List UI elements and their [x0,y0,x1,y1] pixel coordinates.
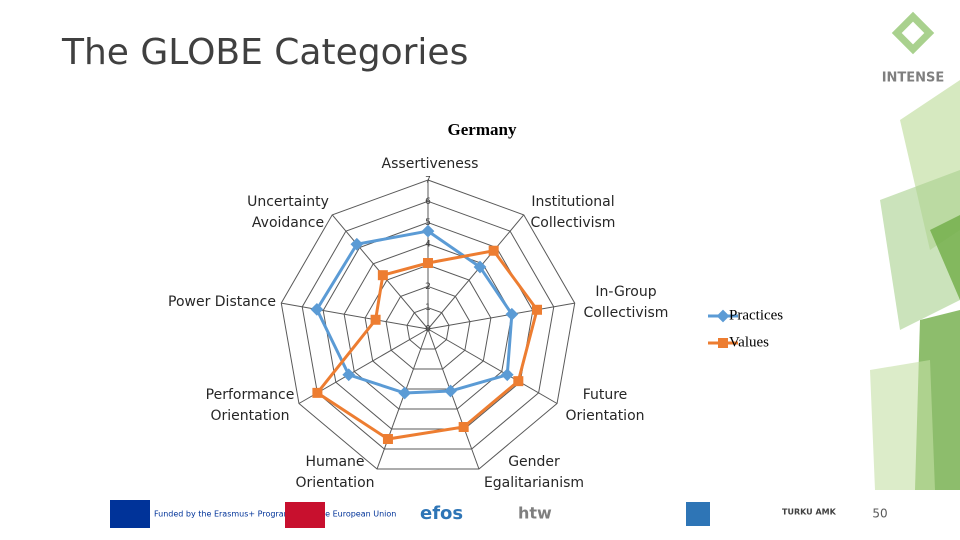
category-label: Future Orientation [565,387,644,424]
category-label: Power Distance [168,294,276,310]
data-point [473,260,487,274]
series-line [315,249,539,441]
category-label: Institutional Collectivism [531,194,616,231]
tick-label: 4 [425,239,431,249]
grid-line [301,200,555,450]
axis-spoke [281,302,429,330]
grid-line [385,285,471,370]
slide-title: The GLOBE Categories [61,32,468,73]
footer: Funded by the Erasmus+ Programme of the … [110,500,888,528]
axis-spoke [376,328,429,470]
category-label: In-Group Collectivism [584,284,669,321]
category-label: Assertiveness [382,156,479,172]
data-point [716,309,730,323]
data-point [718,338,728,348]
tick-label: 0 [425,325,431,335]
footer-text: Funded by the Erasmus+ Programme of the … [154,510,396,519]
logo: INTENSE [882,71,945,86]
data-point [370,314,381,325]
axis-spoke [427,214,525,330]
data-point [505,307,519,321]
data-point [377,270,388,281]
tick-label: 2 [425,282,431,292]
legend-label: Practices [729,307,783,323]
tick-label: 5 [425,218,431,228]
category-label: Gender Egalitarianism [484,454,584,491]
category-label: Uncertainty Avoidance [247,194,329,231]
chart-title: Germany [448,120,517,139]
radar-chart: 01234567AssertivenessInstitutionalCollec… [168,156,783,491]
axis-spoke [427,328,480,470]
tick-label: 6 [425,197,431,207]
data-point [488,245,499,256]
data-point [532,304,543,315]
series-line [315,229,514,395]
data-point [312,387,323,398]
grid-line [343,243,513,410]
category-label: Performance Orientation [206,387,295,424]
data-point [513,376,524,387]
tick-label: 1 [425,303,431,313]
grid-line [364,264,492,390]
axis-spoke [427,328,558,404]
category-label: Humane Orientation [295,454,374,491]
data-point [342,368,356,382]
footer-text: TURKU AMK [782,508,837,517]
grid-line [406,307,450,350]
data-point [421,224,435,238]
data-point [350,237,364,251]
data-point [382,434,393,445]
data-point [423,258,433,269]
footer-text: htw [518,504,552,523]
footer-text: efos [420,503,463,524]
tick-label: 7 [425,176,431,186]
legend-label: Values [729,334,769,350]
grid-line [280,179,576,470]
data-point [444,384,457,398]
data-point [310,303,324,316]
data-point [458,422,469,433]
axis-spoke [427,302,575,330]
decoration [870,11,960,490]
data-point [398,386,412,400]
page-number: 50 [872,507,887,521]
data-point [500,368,514,382]
